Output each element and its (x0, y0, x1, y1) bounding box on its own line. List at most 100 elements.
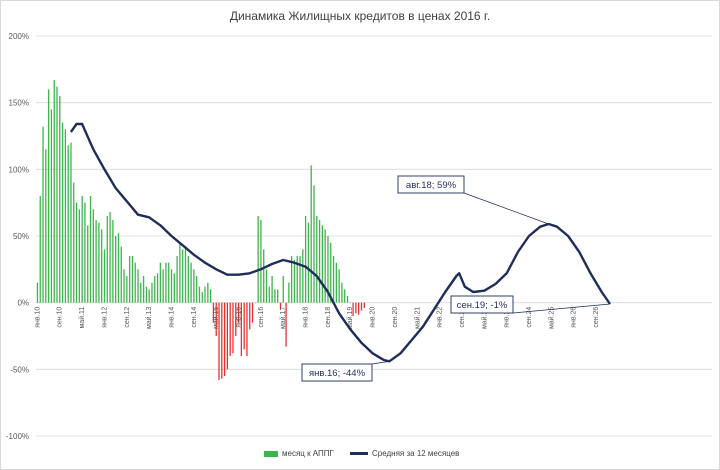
y-tick-label: 100% (9, 165, 29, 174)
bar (81, 196, 83, 303)
bar (78, 209, 80, 303)
bar (140, 282, 142, 303)
bar (176, 256, 178, 303)
x-tick-label: май.19 (346, 307, 354, 329)
bar (363, 302, 365, 308)
bar (327, 236, 329, 303)
bar (279, 302, 282, 310)
callout-leader (512, 303, 611, 314)
x-tick-label: май.15 (212, 307, 220, 329)
bar (257, 216, 259, 303)
bar (223, 302, 226, 376)
legend-label-bar: месяц к АППГ (282, 449, 334, 458)
bar (344, 289, 346, 303)
bar (53, 80, 55, 303)
bar (117, 233, 120, 303)
bar (360, 302, 363, 311)
bar (221, 302, 223, 379)
bars (36, 80, 365, 380)
x-tick-label: сен.24 (526, 307, 533, 328)
bar (67, 145, 69, 303)
bar (243, 302, 245, 350)
bar (358, 302, 360, 315)
bar (42, 126, 44, 303)
x-tick-label: янв.20 (370, 307, 377, 328)
y-tick-label: 50% (13, 232, 29, 241)
x-tick-label: сен.12 (124, 307, 131, 328)
bar (201, 292, 203, 303)
bar (318, 220, 321, 303)
bar (226, 302, 229, 370)
callout-sep19-box (450, 295, 514, 314)
x-axis: янв.10 сен.10 май.11 янв.12 сен.12 май.13 янв.… (34, 307, 600, 329)
bar (75, 202, 78, 303)
bar (246, 302, 248, 356)
bar (73, 182, 75, 303)
y-tick-label: 200% (9, 32, 29, 41)
bar (154, 276, 156, 303)
legend-swatch-bar (264, 450, 278, 457)
bar (349, 302, 351, 304)
bar (215, 302, 217, 336)
bar (131, 256, 134, 303)
y-tick-label: 0% (17, 299, 29, 308)
bar (70, 142, 72, 303)
bar (302, 249, 304, 303)
bar (103, 249, 106, 303)
legend-item-bar: месяц к АППГ (264, 449, 334, 458)
bar (64, 129, 67, 303)
bar (204, 286, 206, 303)
bar (182, 249, 184, 303)
bar (59, 96, 61, 303)
x-tick-label: сен.16 (258, 307, 265, 328)
bar (207, 282, 209, 303)
bar (196, 276, 198, 303)
average-line (69, 122, 611, 363)
bar (165, 262, 167, 303)
bar (304, 216, 307, 303)
bar (56, 86, 58, 303)
bar (310, 165, 312, 303)
x-tick-label: янв.22 (437, 307, 444, 328)
bar (237, 302, 240, 323)
legend-swatch-line (350, 452, 368, 455)
bar (145, 286, 148, 303)
x-tick-label: сен.14 (191, 307, 198, 328)
bar (313, 185, 315, 303)
bar (268, 286, 270, 303)
bar (120, 246, 122, 303)
x-tick-label: янв.16 (236, 307, 243, 328)
callout-leader (463, 192, 549, 225)
bar (285, 302, 287, 347)
callout-sep19-label: сен.19; -1% (457, 300, 508, 311)
average-line-path (69, 122, 611, 363)
callout-leader (371, 360, 390, 365)
x-tick-label: сен.26 (593, 307, 600, 328)
bar (316, 216, 318, 303)
legend-label-line: Средняя за 12 месяцев (372, 449, 460, 458)
bar (251, 302, 254, 323)
bar (87, 225, 89, 303)
bar (50, 109, 53, 303)
bar (321, 225, 324, 303)
bar (36, 282, 39, 303)
bar (293, 260, 296, 303)
bar (98, 222, 100, 303)
bar (134, 262, 136, 303)
bar (307, 222, 310, 303)
x-tick-label: янв.14 (168, 307, 175, 328)
bar (352, 302, 354, 316)
bar (335, 262, 337, 303)
x-tick-label: янв.24 (504, 307, 511, 328)
bar (106, 216, 108, 303)
bar (341, 282, 343, 303)
bar (346, 296, 349, 303)
bar (338, 269, 340, 303)
y-tick-label: -50% (10, 365, 29, 374)
bar (299, 256, 301, 303)
x-tick-label: сен.10 (57, 307, 64, 328)
bar (209, 289, 212, 303)
bar (229, 302, 231, 356)
bar (45, 149, 47, 303)
